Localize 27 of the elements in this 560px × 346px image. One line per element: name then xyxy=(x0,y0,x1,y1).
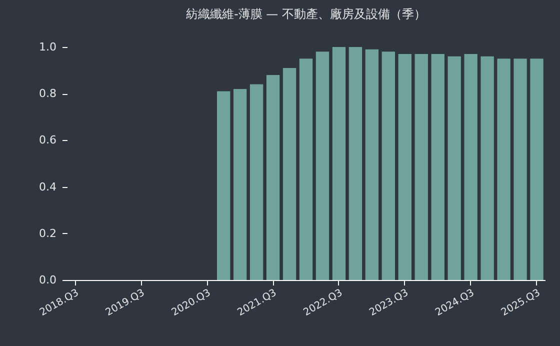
bar xyxy=(299,58,313,280)
bar xyxy=(332,47,346,280)
bar xyxy=(414,54,428,280)
bar xyxy=(530,58,544,280)
bar xyxy=(480,56,494,280)
bar xyxy=(398,54,412,280)
chart-title: 紡織纖維-薄膜 — 不動產、廠房及設備（季） xyxy=(186,7,426,21)
y-tick-label: 0.2 xyxy=(39,226,56,240)
bar xyxy=(464,54,478,280)
bar xyxy=(497,58,510,280)
bar xyxy=(448,56,461,280)
bar xyxy=(382,52,396,280)
bar xyxy=(514,58,527,280)
y-tick-label: 0.0 xyxy=(39,274,56,286)
bar xyxy=(365,49,379,280)
y-tick-label: 0.4 xyxy=(39,180,56,194)
bar xyxy=(250,84,264,280)
bar xyxy=(316,52,330,280)
y-tick-label: 1.0 xyxy=(39,40,56,54)
y-tick-label: 0.8 xyxy=(39,87,56,100)
y-tick-label: 0.6 xyxy=(39,134,56,147)
bar xyxy=(348,47,362,280)
bar xyxy=(233,88,247,280)
bar xyxy=(282,68,296,280)
bar xyxy=(216,91,230,280)
bar xyxy=(266,74,280,280)
bar xyxy=(431,54,444,280)
